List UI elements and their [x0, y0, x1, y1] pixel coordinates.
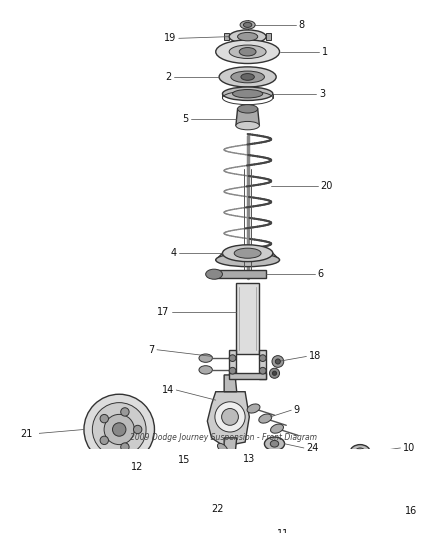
Polygon shape: [224, 375, 237, 392]
Text: 8: 8: [299, 20, 305, 30]
Ellipse shape: [179, 502, 186, 508]
Ellipse shape: [229, 367, 236, 374]
Polygon shape: [259, 350, 266, 379]
Ellipse shape: [276, 359, 280, 364]
Ellipse shape: [100, 436, 109, 445]
Ellipse shape: [104, 414, 134, 445]
Ellipse shape: [259, 367, 266, 374]
Ellipse shape: [258, 494, 271, 507]
Text: 9: 9: [294, 405, 300, 415]
Ellipse shape: [239, 47, 256, 56]
Text: 5: 5: [182, 114, 188, 124]
Ellipse shape: [121, 408, 129, 416]
Ellipse shape: [233, 90, 263, 98]
Text: 22: 22: [212, 504, 224, 514]
Text: 17: 17: [157, 307, 170, 317]
Text: 14: 14: [162, 385, 174, 395]
Ellipse shape: [229, 355, 236, 361]
Text: 24: 24: [307, 443, 319, 453]
Ellipse shape: [240, 21, 255, 29]
Polygon shape: [224, 438, 237, 455]
Text: 19: 19: [164, 34, 176, 43]
Ellipse shape: [121, 443, 129, 451]
Ellipse shape: [237, 33, 258, 41]
Polygon shape: [214, 270, 266, 278]
Ellipse shape: [244, 22, 252, 27]
Ellipse shape: [247, 404, 260, 413]
Text: 12: 12: [131, 462, 144, 472]
Text: 18: 18: [309, 351, 321, 361]
Ellipse shape: [100, 415, 109, 423]
Ellipse shape: [253, 488, 276, 512]
Ellipse shape: [84, 394, 155, 465]
Ellipse shape: [217, 443, 227, 453]
Text: 7: 7: [148, 345, 155, 355]
Ellipse shape: [219, 67, 276, 87]
Polygon shape: [229, 350, 236, 379]
Polygon shape: [224, 33, 229, 40]
Ellipse shape: [202, 478, 212, 485]
Text: 10: 10: [403, 443, 415, 453]
Ellipse shape: [196, 455, 219, 472]
Ellipse shape: [201, 459, 213, 467]
Ellipse shape: [206, 269, 223, 279]
Polygon shape: [266, 33, 271, 40]
Ellipse shape: [236, 122, 259, 130]
Ellipse shape: [216, 253, 279, 266]
Text: 1: 1: [321, 47, 328, 56]
Text: 13: 13: [244, 454, 256, 464]
Ellipse shape: [241, 74, 254, 80]
Ellipse shape: [229, 45, 266, 59]
Ellipse shape: [270, 440, 279, 447]
Text: 2009 Dodge Journey Suspension - Front Diagram: 2009 Dodge Journey Suspension - Front Di…: [130, 433, 317, 442]
Ellipse shape: [234, 248, 261, 259]
Text: 16: 16: [405, 506, 417, 516]
Text: 6: 6: [317, 269, 323, 279]
Ellipse shape: [92, 402, 146, 456]
Ellipse shape: [350, 445, 370, 459]
Polygon shape: [229, 373, 266, 379]
Text: 3: 3: [319, 88, 325, 99]
Ellipse shape: [199, 354, 212, 362]
Ellipse shape: [355, 448, 365, 456]
Ellipse shape: [199, 366, 212, 374]
Ellipse shape: [175, 497, 190, 513]
Ellipse shape: [259, 355, 266, 361]
Ellipse shape: [215, 402, 245, 432]
Text: 2: 2: [165, 72, 171, 82]
Polygon shape: [236, 282, 259, 354]
Ellipse shape: [259, 414, 272, 423]
Ellipse shape: [353, 510, 367, 520]
Ellipse shape: [272, 356, 284, 367]
Ellipse shape: [231, 71, 265, 83]
Ellipse shape: [182, 478, 191, 486]
Ellipse shape: [237, 104, 258, 113]
Ellipse shape: [222, 408, 238, 425]
Polygon shape: [207, 392, 249, 446]
Ellipse shape: [223, 87, 273, 100]
Polygon shape: [236, 109, 259, 126]
Text: 20: 20: [321, 181, 333, 191]
Ellipse shape: [265, 437, 285, 450]
Text: 4: 4: [170, 248, 176, 258]
Ellipse shape: [272, 371, 277, 375]
Ellipse shape: [262, 497, 267, 503]
Ellipse shape: [229, 30, 266, 43]
Ellipse shape: [178, 456, 195, 470]
Ellipse shape: [271, 424, 283, 433]
Ellipse shape: [216, 40, 279, 63]
Ellipse shape: [134, 425, 142, 434]
Text: 21: 21: [21, 429, 33, 439]
Text: 15: 15: [178, 455, 191, 465]
Text: 11: 11: [277, 529, 289, 533]
Ellipse shape: [113, 423, 126, 436]
Ellipse shape: [269, 368, 279, 378]
Ellipse shape: [223, 245, 273, 262]
